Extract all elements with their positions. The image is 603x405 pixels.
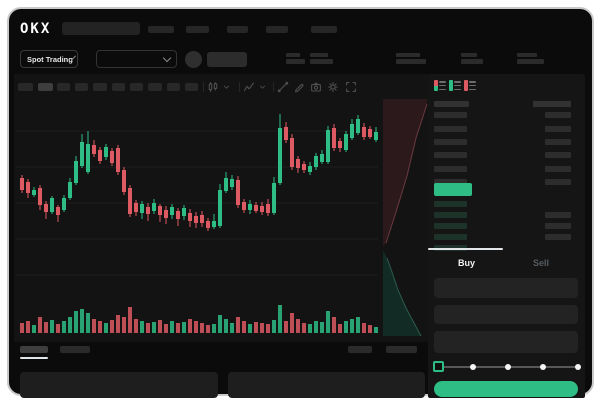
book-lines <box>469 80 476 91</box>
book-bids-icon[interactable] <box>449 80 461 91</box>
ask-row-amount[interactable] <box>545 126 571 132</box>
slider-step-dot[interactable] <box>470 364 476 370</box>
bid-row-price[interactable] <box>434 201 467 207</box>
bottom-tab[interactable] <box>20 346 48 353</box>
last-price-badge <box>434 183 472 196</box>
slider-step-dot[interactable] <box>540 364 546 370</box>
book-split-icon[interactable] <box>434 80 446 91</box>
ticker-stat-label <box>517 53 537 57</box>
ask-row-amount[interactable] <box>545 179 571 185</box>
nav-item[interactable] <box>186 26 209 33</box>
price-input[interactable] <box>434 278 578 298</box>
bottom-action[interactable] <box>348 346 372 353</box>
pair-selector[interactable] <box>96 50 177 68</box>
market-type-label: Spot Trading <box>27 54 73 64</box>
ticker-stat-label <box>286 53 300 57</box>
total-input[interactable] <box>434 331 578 353</box>
tab-sell[interactable]: Sell <box>533 258 550 268</box>
market-type-selector[interactable]: Spot Trading <box>20 50 78 68</box>
ask-row-price[interactable] <box>434 152 467 158</box>
timeframe-button[interactable] <box>75 83 88 91</box>
trendline-icon[interactable] <box>277 81 289 93</box>
ask-row-price[interactable] <box>434 179 467 185</box>
timeframe-button[interactable] <box>167 83 180 91</box>
pencil-icon[interactable] <box>293 81 305 93</box>
ask-row-amount[interactable] <box>545 152 571 158</box>
bottom-tab[interactable] <box>60 346 90 353</box>
timeframe-button[interactable] <box>112 83 125 91</box>
bid-row-price[interactable] <box>434 212 467 218</box>
timeframe-button[interactable] <box>130 83 143 91</box>
tab-buy[interactable]: Buy <box>458 258 476 268</box>
slider-handle[interactable] <box>433 361 444 372</box>
nav-item[interactable] <box>266 26 288 33</box>
book-color-bar <box>449 80 453 91</box>
ticker-stat-value <box>286 59 305 64</box>
bottom-action[interactable] <box>386 346 417 353</box>
timeframe-button[interactable] <box>18 83 33 91</box>
ask-row-price[interactable] <box>434 112 467 118</box>
bottom-tab-indicator <box>20 357 48 359</box>
slider-step-dot[interactable] <box>505 364 511 370</box>
nav-item[interactable] <box>227 26 248 33</box>
ask-row-amount[interactable] <box>545 112 571 118</box>
orderbook-header-amount <box>533 101 571 107</box>
pair-name-skeleton <box>207 52 247 67</box>
orderbook-header-price <box>434 101 469 107</box>
chevron-down-icon[interactable] <box>258 81 267 93</box>
ask-row-amount[interactable] <box>545 166 571 172</box>
pair-coin-icon <box>185 51 202 68</box>
bid-row-price[interactable] <box>434 234 467 240</box>
ticker-stat-value <box>461 59 483 64</box>
book-color-bar <box>464 80 468 91</box>
fullscreen-icon[interactable] <box>345 81 357 93</box>
ask-row-price[interactable] <box>434 166 467 172</box>
timeframe-button[interactable] <box>93 83 107 91</box>
ticker-stat-value <box>310 59 333 64</box>
bottom-panel <box>228 372 425 398</box>
book-lines <box>454 80 461 91</box>
bid-row-amount[interactable] <box>545 223 571 229</box>
ticker-stat-value <box>396 59 426 64</box>
timeframe-button[interactable] <box>38 83 53 91</box>
ask-row-price[interactable] <box>434 126 467 132</box>
timeframe-button[interactable] <box>185 83 198 91</box>
book-asks-icon[interactable] <box>464 80 476 91</box>
nav-item[interactable] <box>311 26 337 33</box>
okx-logo[interactable]: OKX <box>20 21 52 37</box>
bid-row-amount[interactable] <box>545 212 571 218</box>
book-lines <box>439 80 446 91</box>
book-color-bar <box>434 80 438 91</box>
toolbar-divider <box>239 82 240 92</box>
ticker-stat-label <box>310 53 328 57</box>
slider-step-dot[interactable] <box>575 364 581 370</box>
chevron-down-icon[interactable] <box>222 81 231 93</box>
timeframe-button[interactable] <box>57 83 70 91</box>
toolbar-divider <box>203 82 204 92</box>
ticker-stat-label <box>461 53 477 57</box>
ask-row-amount[interactable] <box>545 139 571 145</box>
candles-icon[interactable] <box>207 81 219 93</box>
nav-item[interactable] <box>148 26 174 33</box>
chevron-down-icon <box>162 53 172 62</box>
bid-row-price[interactable] <box>434 223 467 229</box>
ticker-stat-label <box>396 53 420 57</box>
chart-panel <box>14 74 428 342</box>
ticker-stat-value <box>517 59 544 64</box>
ask-row-price[interactable] <box>434 139 467 145</box>
bid-row-amount[interactable] <box>545 234 571 240</box>
toolbar-divider <box>273 82 274 92</box>
active-tab-indicator <box>428 248 503 250</box>
gear-icon[interactable] <box>327 81 339 93</box>
buy-button[interactable] <box>434 381 578 397</box>
bottom-panel <box>20 372 218 398</box>
timeframe-button[interactable] <box>148 83 162 91</box>
camera-icon[interactable] <box>310 81 322 93</box>
search-input[interactable] <box>62 22 140 35</box>
amount-input[interactable] <box>434 305 578 324</box>
indicator-icon[interactable] <box>243 81 255 93</box>
